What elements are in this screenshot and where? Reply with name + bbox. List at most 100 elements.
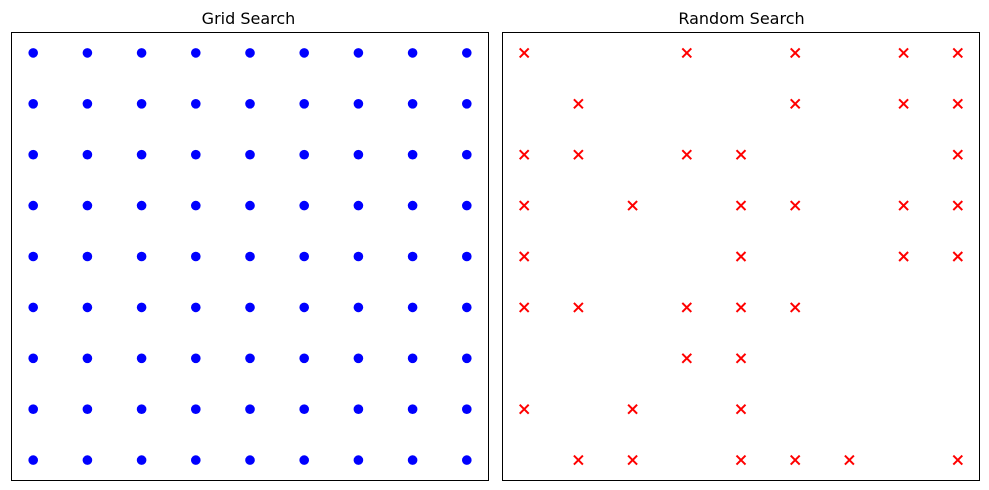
grid-search-point — [353, 99, 364, 109]
random-search-point — [518, 403, 530, 415]
grid-search-point — [407, 99, 418, 109]
grid-search-point — [407, 48, 418, 58]
random-search-point — [681, 353, 693, 364]
grid-search-point — [353, 404, 364, 415]
grid-search-point — [28, 353, 38, 364]
grid-search-point — [407, 404, 418, 415]
grid-search-plot-frame — [11, 32, 489, 481]
random-search-point — [952, 47, 964, 59]
random-search-point — [898, 200, 909, 211]
grid-search-point — [136, 200, 147, 211]
random-search-point — [681, 149, 693, 160]
grid-search-point — [136, 149, 147, 160]
random-search-title: Random Search — [678, 9, 804, 28]
random-search-point — [573, 98, 584, 110]
grid-search-point — [462, 455, 472, 465]
grid-search-point — [82, 302, 93, 313]
grid-search-point — [299, 302, 310, 313]
grid-search-point — [191, 99, 201, 109]
random-search-point — [627, 200, 638, 211]
grid-search-point — [407, 200, 418, 211]
random-search-point — [735, 403, 747, 415]
grid-search-point — [299, 455, 310, 465]
grid-search-point — [462, 404, 472, 415]
random-search-point — [789, 98, 801, 110]
grid-search-point — [82, 404, 93, 415]
grid-search-point — [245, 251, 255, 262]
grid-search-point — [82, 353, 93, 364]
grid-search-point — [462, 251, 472, 262]
grid-search-point — [245, 353, 255, 364]
grid-search-point — [353, 48, 364, 58]
random-search-point — [735, 353, 747, 364]
grid-search-point — [136, 48, 147, 58]
grid-search-point — [191, 149, 201, 160]
grid-search-point — [191, 251, 201, 262]
grid-search-title: Grid Search — [202, 9, 296, 28]
random-search-point — [898, 98, 909, 110]
random-search-points — [518, 47, 964, 466]
grid-search-point — [82, 200, 93, 211]
grid-search-point — [28, 404, 38, 415]
grid-search-points — [28, 48, 472, 465]
grid-search-point — [353, 455, 364, 465]
random-search-point — [735, 149, 747, 160]
grid-search-point — [136, 251, 147, 262]
grid-search-panel: Grid Search — [11, 9, 489, 481]
random-search-point — [518, 251, 530, 262]
grid-search-point — [136, 99, 147, 109]
grid-search-point — [28, 48, 38, 58]
random-search-point — [573, 149, 584, 160]
grid-search-point — [299, 48, 310, 58]
grid-search-point — [407, 251, 418, 262]
grid-search-point — [462, 200, 472, 211]
grid-search-point — [299, 200, 310, 211]
random-search-point — [518, 47, 530, 59]
grid-search-point — [28, 99, 38, 109]
random-search-point — [735, 454, 747, 466]
random-search-plot-frame — [502, 32, 980, 481]
grid-search-point — [407, 353, 418, 364]
grid-search-point — [407, 455, 418, 465]
grid-search-point — [82, 99, 93, 109]
random-search-point — [789, 200, 801, 211]
grid-search-point — [82, 48, 93, 58]
random-search-point — [952, 200, 964, 211]
random-search-point — [518, 149, 530, 160]
grid-search-point — [407, 302, 418, 313]
grid-search-point — [299, 353, 310, 364]
random-search-point — [735, 302, 747, 313]
random-search-point — [735, 251, 747, 262]
grid-search-point — [245, 99, 255, 109]
random-search-point — [789, 302, 801, 313]
random-search-point — [573, 454, 584, 466]
grid-search-point — [82, 251, 93, 262]
random-search-point — [681, 47, 693, 59]
grid-search-point — [82, 455, 93, 465]
random-search-point — [518, 302, 530, 313]
random-search-point — [573, 302, 584, 313]
grid-search-point — [191, 353, 201, 364]
random-search-point — [898, 251, 909, 262]
grid-search-point — [299, 99, 310, 109]
random-search-point — [627, 454, 638, 466]
grid-search-point — [353, 251, 364, 262]
grid-search-point — [245, 149, 255, 160]
random-search-point — [681, 302, 693, 313]
grid-search-point — [353, 200, 364, 211]
random-search-panel: Random Search — [502, 9, 980, 481]
random-search-point — [518, 200, 530, 211]
grid-search-point — [136, 455, 147, 465]
grid-search-point — [136, 302, 147, 313]
grid-search-point — [191, 455, 201, 465]
grid-search-point — [245, 404, 255, 415]
random-search-point — [952, 454, 964, 466]
random-search-point — [789, 47, 801, 59]
grid-search-point — [299, 251, 310, 262]
grid-search-point — [462, 302, 472, 313]
random-search-point — [952, 149, 964, 160]
random-search-point — [627, 403, 638, 415]
grid-search-point — [353, 302, 364, 313]
random-search-point — [952, 98, 964, 110]
random-search-point — [844, 454, 855, 466]
